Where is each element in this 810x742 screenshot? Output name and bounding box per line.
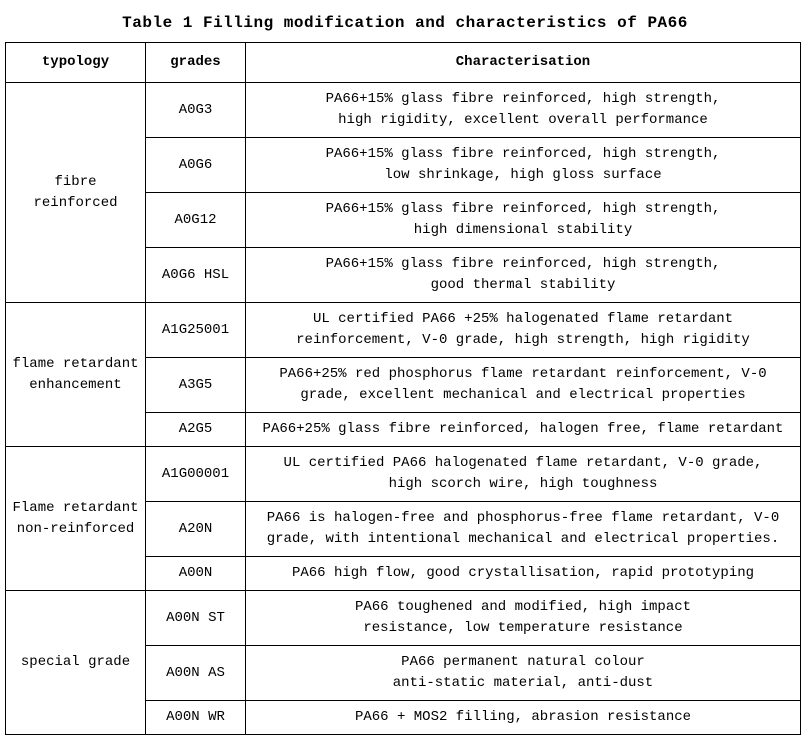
cell-characterisation: PA66+15% glass fibre reinforced, high st… xyxy=(246,248,801,303)
cell-characterisation: UL certified PA66 halogenated flame reta… xyxy=(246,447,801,502)
cell-characterisation: PA66 permanent natural colouranti-static… xyxy=(246,646,801,701)
cell-characterisation: PA66 is halogen-free and phosphorus-free… xyxy=(246,502,801,557)
cell-grade: A0G6 xyxy=(146,138,246,193)
cell-grade: A1G25001 xyxy=(146,303,246,358)
cell-grade: A00N AS xyxy=(146,646,246,701)
cell-characterisation: PA66+15% glass fibre reinforced, high st… xyxy=(246,83,801,138)
cell-characterisation: PA66+25% red phosphorus flame retardant … xyxy=(246,358,801,413)
cell-typology: flame retardant enhancement xyxy=(6,303,146,447)
cell-grade: A00N ST xyxy=(146,591,246,646)
table-title: Table 1 Filling modification and charact… xyxy=(0,0,810,42)
cell-characterisation: UL certified PA66 +25% halogenated flame… xyxy=(246,303,801,358)
cell-grade: A00N xyxy=(146,557,246,591)
table-row: Flame retardant non-reinforcedA1G00001UL… xyxy=(6,447,801,502)
cell-grade: A1G00001 xyxy=(146,447,246,502)
col-grades: grades xyxy=(146,43,246,83)
cell-grade: A3G5 xyxy=(146,358,246,413)
cell-characterisation: PA66 + MOS2 filling, abrasion resistance xyxy=(246,701,801,735)
cell-typology: special grade xyxy=(6,591,146,735)
cell-characterisation: PA66 high flow, good crystallisation, ra… xyxy=(246,557,801,591)
table-body: fibre reinforcedA0G3PA66+15% glass fibre… xyxy=(6,83,801,735)
pa66-table: typology grades Characterisation fibre r… xyxy=(5,42,801,735)
cell-characterisation: PA66+15% glass fibre reinforced, high st… xyxy=(246,138,801,193)
cell-grade: A00N WR xyxy=(146,701,246,735)
header-row: typology grades Characterisation xyxy=(6,43,801,83)
cell-characterisation: PA66+25% glass fibre reinforced, halogen… xyxy=(246,413,801,447)
col-characterisation: Characterisation xyxy=(246,43,801,83)
table-row: flame retardant enhancementA1G25001UL ce… xyxy=(6,303,801,358)
cell-typology: Flame retardant non-reinforced xyxy=(6,447,146,591)
cell-characterisation: PA66 toughened and modified, high impact… xyxy=(246,591,801,646)
cell-typology: fibre reinforced xyxy=(6,83,146,303)
table-row: special gradeA00N STPA66 toughened and m… xyxy=(6,591,801,646)
cell-characterisation: PA66+15% glass fibre reinforced, high st… xyxy=(246,193,801,248)
table-row: fibre reinforcedA0G3PA66+15% glass fibre… xyxy=(6,83,801,138)
cell-grade: A0G6 HSL xyxy=(146,248,246,303)
table-wrapper: Table 1 Filling modification and charact… xyxy=(0,0,810,735)
cell-grade: A2G5 xyxy=(146,413,246,447)
cell-grade: A20N xyxy=(146,502,246,557)
cell-grade: A0G3 xyxy=(146,83,246,138)
cell-grade: A0G12 xyxy=(146,193,246,248)
col-typology: typology xyxy=(6,43,146,83)
